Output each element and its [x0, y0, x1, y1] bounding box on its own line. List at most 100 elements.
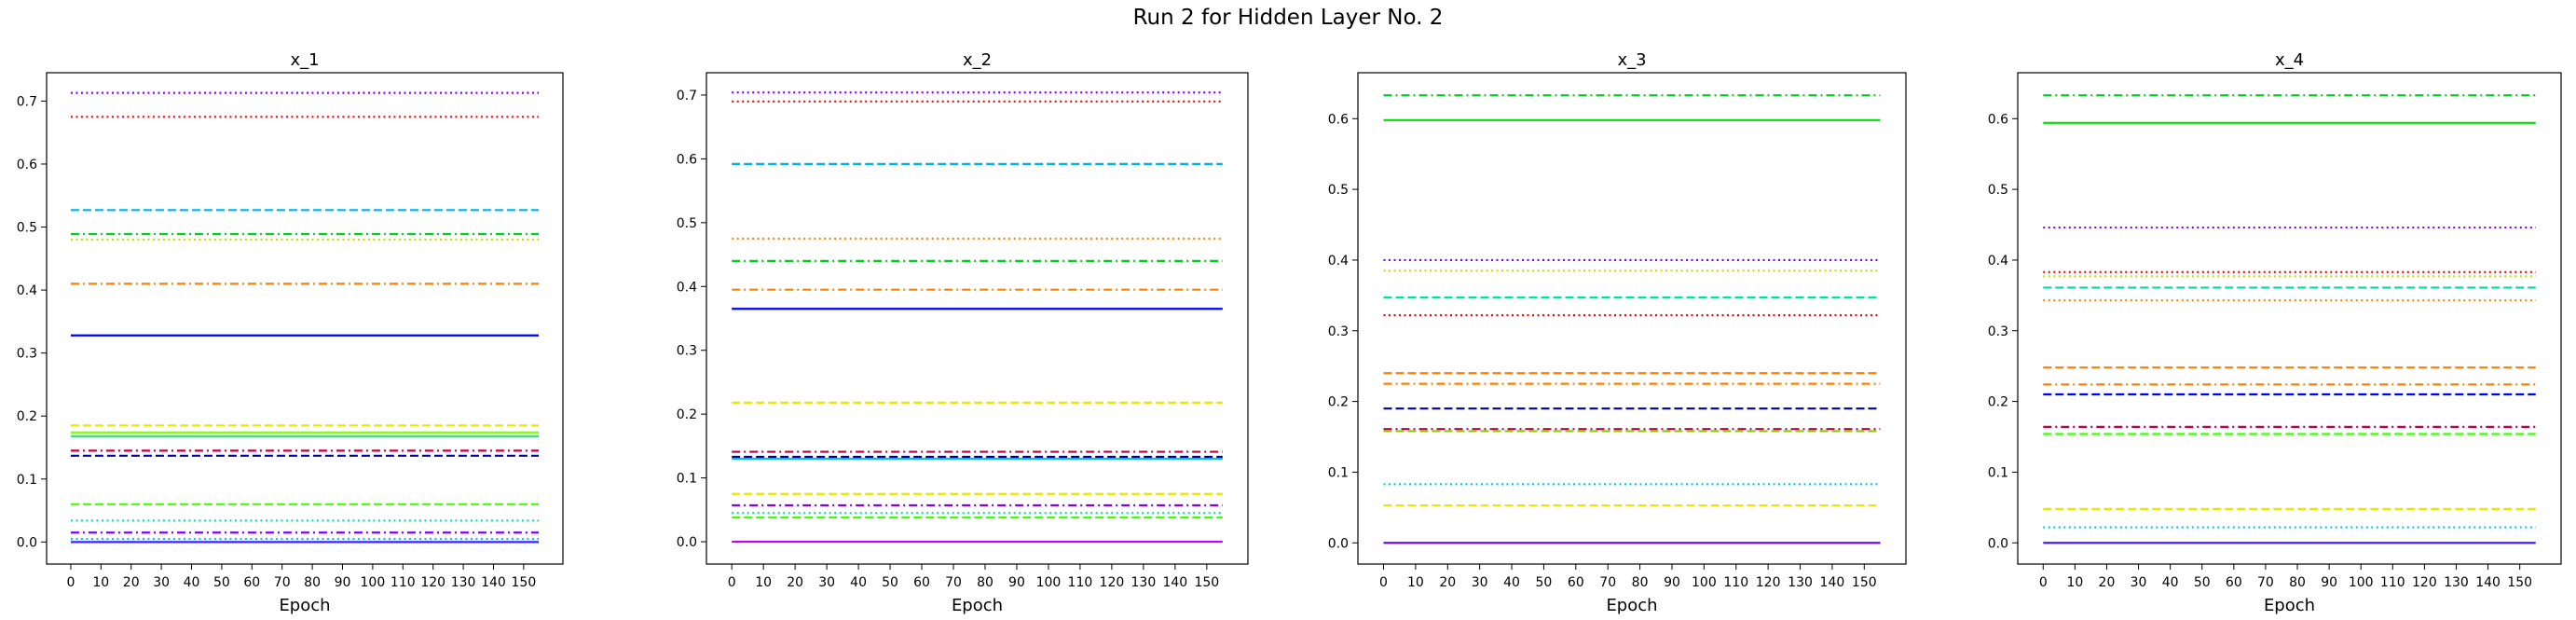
y-tick-label: 0.3 [1988, 324, 2008, 339]
y-tick-label: 0.0 [17, 535, 37, 550]
axes-frame [1357, 72, 1907, 565]
y-tick-label: 0.5 [17, 221, 37, 236]
x-tick-label: 20 [123, 575, 140, 590]
x-tick-label: 70 [1599, 575, 1616, 590]
x-tick-label: 0 [2039, 575, 2048, 590]
x-axis-label: Epoch [2264, 596, 2315, 615]
x-tick-label: 30 [153, 575, 170, 590]
y-tick-label: 0.4 [17, 283, 37, 298]
x-tick-label: 130 [1788, 575, 1813, 590]
x-tick-label: 140 [2475, 575, 2501, 590]
x-tick-label: 150 [2507, 575, 2532, 590]
subplot-2: 0 10 20 30 40 50 60 70 80 90 100 110 120 130 140 150 0.0… [677, 50, 1249, 615]
x-tick-label: 60 [1568, 575, 1584, 590]
axes-frame [2017, 72, 2562, 565]
x-tick-label: 60 [243, 575, 260, 590]
x-tick-label: 110 [391, 575, 416, 590]
x-tick-label: 0 [66, 575, 75, 590]
x-tick-label: 40 [850, 575, 867, 590]
x-tick-label: 0 [728, 575, 736, 590]
x-tick-label: 140 [481, 575, 506, 590]
x-tick-label: 70 [274, 575, 291, 590]
x-tick-label: 30 [818, 575, 835, 590]
x-tick-label: 40 [184, 575, 200, 590]
x-tick-label: 20 [2099, 575, 2116, 590]
x-tick-label: 10 [2066, 575, 2083, 590]
subplot-title: x_3 [1617, 50, 1646, 70]
subplot-3: 0 10 20 30 40 50 60 70 80 90 100 110 120 130 140 150 0.0… [1328, 50, 1907, 615]
x-tick-label: 50 [1536, 575, 1553, 590]
x-tick-label: 10 [1407, 575, 1424, 590]
x-tick-label: 110 [1723, 575, 1748, 590]
x-tick-label: 130 [1131, 575, 1157, 590]
x-tick-label: 150 [1194, 575, 1219, 590]
x-tick-label: 100 [2349, 575, 2374, 590]
subplot-title: x_2 [963, 50, 992, 70]
y-tick-label: 0.1 [677, 472, 697, 487]
x-tick-label: 110 [2380, 575, 2405, 590]
x-tick-label: 90 [335, 575, 351, 590]
x-tick-label: 100 [1692, 575, 1717, 590]
x-tick-label: 150 [1852, 575, 1877, 590]
y-tick-label: 0.6 [677, 152, 697, 167]
x-tick-label: 140 [1162, 575, 1187, 590]
y-tick-label: 0.6 [1988, 112, 2008, 127]
x-tick-label: 80 [304, 575, 321, 590]
axes-frame [706, 72, 1249, 565]
x-tick-label: 120 [1100, 575, 1125, 590]
x-tick-label: 130 [451, 575, 476, 590]
subplot-1: 0 10 20 30 40 50 60 70 80 90 100 110 120 130 140 150 0.0… [17, 50, 564, 615]
x-tick-label: 120 [2412, 575, 2437, 590]
figure-title: Run 2 for Hidden Layer No. 2 [1132, 6, 1444, 30]
y-tick-label: 0.3 [1328, 324, 1349, 339]
x-tick-label: 140 [1820, 575, 1845, 590]
x-tick-label: 60 [913, 575, 930, 590]
y-tick-label: 0.1 [1328, 465, 1349, 480]
x-tick-label: 10 [755, 575, 772, 590]
x-tick-label: 60 [2226, 575, 2242, 590]
x-tick-label: 120 [1756, 575, 1781, 590]
x-tick-label: 30 [1472, 575, 1488, 590]
y-tick-label: 0.3 [677, 344, 697, 359]
x-tick-label: 0 [1379, 575, 1388, 590]
y-tick-label: 0.5 [1328, 183, 1349, 198]
y-tick-label: 0.7 [17, 94, 37, 109]
y-tick-label: 0.5 [1988, 183, 2008, 198]
x-axis-label: Epoch [279, 596, 330, 615]
x-axis-label: Epoch [1606, 596, 1657, 615]
x-axis-label: Epoch [952, 596, 1003, 615]
x-tick-label: 80 [1632, 575, 1649, 590]
x-tick-label: 90 [1664, 575, 1680, 590]
x-tick-label: 50 [882, 575, 898, 590]
y-tick-label: 0.1 [1988, 465, 2008, 480]
x-tick-label: 10 [92, 575, 109, 590]
subplot-title: x_1 [290, 50, 319, 70]
x-tick-label: 20 [1439, 575, 1456, 590]
x-tick-label: 90 [2321, 575, 2337, 590]
x-tick-label: 130 [2444, 575, 2469, 590]
x-tick-label: 50 [2194, 575, 2211, 590]
y-tick-label: 0.2 [1328, 395, 1349, 410]
y-tick-label: 0.0 [677, 535, 697, 550]
y-tick-label: 0.4 [677, 280, 697, 295]
x-tick-label: 100 [1036, 575, 1062, 590]
x-tick-label: 40 [1503, 575, 1520, 590]
y-tick-label: 0.5 [677, 216, 697, 231]
y-tick-label: 0.2 [677, 407, 697, 422]
x-tick-label: 150 [512, 575, 537, 590]
y-tick-label: 0.6 [17, 158, 37, 172]
y-tick-label: 0.0 [1988, 536, 2008, 551]
y-tick-label: 0.2 [1988, 395, 2008, 410]
y-tick-label: 0.0 [1328, 536, 1349, 551]
y-tick-label: 0.4 [1328, 254, 1349, 269]
y-tick-label: 0.6 [1328, 112, 1349, 127]
y-tick-label: 0.1 [17, 473, 37, 488]
x-tick-label: 70 [2257, 575, 2274, 590]
x-tick-label: 110 [1068, 575, 1093, 590]
subplot-4: 0 10 20 30 40 50 60 70 80 90 100 110 120 130 140 150 0.0… [1988, 50, 2562, 615]
y-tick-label: 0.3 [17, 347, 37, 362]
x-tick-label: 30 [2131, 575, 2147, 590]
y-tick-label: 0.7 [677, 89, 697, 103]
